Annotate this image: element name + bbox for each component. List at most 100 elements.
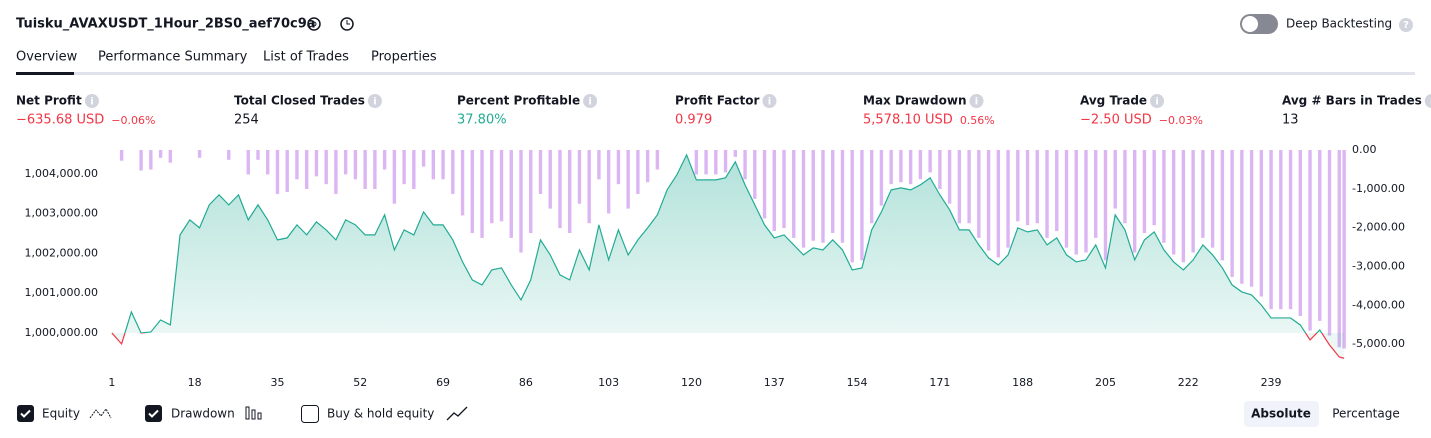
info-circle — [84, 94, 99, 108]
drawdown-bar — [499, 150, 504, 222]
drawdown-bar — [373, 150, 377, 190]
metric-change: −0.06% — [111, 114, 155, 127]
drawdown-bar — [1220, 150, 1225, 261]
drawdown-bar — [645, 150, 650, 183]
drawdown-bar — [606, 150, 611, 214]
drawdown-bar — [889, 150, 893, 185]
drawdown-bar — [879, 150, 884, 206]
svg-text:?: ? — [1403, 20, 1409, 31]
equity-checkbox[interactable] — [17, 405, 34, 422]
buy-hold-icon — [446, 406, 468, 421]
drawdown-bar — [626, 150, 630, 209]
drawdown-bar — [1337, 150, 1341, 348]
drawdown-bar — [1035, 150, 1039, 224]
drawdown-bar — [1191, 150, 1195, 253]
help-icon[interactable]: ? — [1399, 18, 1413, 32]
x-tick-label: 86 — [519, 376, 533, 389]
percentage-label[interactable]: Percentage — [1332, 407, 1400, 421]
drawdown-bar — [1094, 150, 1098, 238]
metric-value: 0.979 — [675, 113, 712, 128]
drawdown-bar — [509, 150, 513, 238]
drawdown-bar — [811, 150, 815, 241]
drawdown-bar — [986, 150, 991, 251]
x-tick-label: 103 — [598, 376, 619, 389]
info-icon[interactable]: i — [367, 94, 382, 108]
x-tick-label: 52 — [353, 376, 367, 389]
equity-chart: 1,000,000.00 1,001,000.00 1,002,000.00 1,00… — [25, 143, 1405, 389]
tab[interactable]: Overview — [16, 50, 78, 65]
info-icon[interactable]: i — [762, 94, 777, 108]
metric-label: Profit Factor — [675, 94, 759, 108]
drawdown-bar — [743, 150, 747, 180]
drawdown-bar — [568, 150, 572, 234]
drawdown-bar — [792, 150, 796, 238]
y-tick-label: 1,003,000.00 — [25, 207, 98, 220]
drawdown-bar — [1006, 150, 1010, 248]
drawdown-bar — [227, 150, 231, 160]
info-circle — [583, 94, 598, 108]
x-tick-label: 120 — [681, 376, 702, 389]
metric-value: 5,578.10 USD — [863, 113, 953, 128]
deep-backtesting-label: Deep Backtesting — [1286, 17, 1392, 31]
drawdown-bar — [343, 150, 348, 175]
tab[interactable]: Performance Summary — [98, 50, 248, 65]
settings-icon[interactable] — [307, 17, 321, 31]
drawdown-bar — [314, 150, 319, 177]
drawdown-bar — [334, 150, 338, 194]
drawdown-bar — [1230, 150, 1234, 277]
absolute-button[interactable] — [1244, 401, 1319, 427]
drawdown-bar — [918, 150, 923, 180]
drawdown-bar — [382, 150, 387, 170]
drawdown-bar — [363, 150, 367, 190]
equity-area — [111, 154, 1345, 359]
drawdown-bar — [1240, 150, 1244, 284]
drawdown-bar — [548, 150, 552, 209]
drawdown-bar — [636, 150, 640, 194]
tab[interactable]: List of Trades — [263, 50, 349, 65]
info-icon[interactable]: i — [1424, 94, 1431, 108]
drawdown-bar — [1103, 150, 1108, 261]
drawdown-icon — [245, 406, 262, 420]
metric-label: Net Profit — [16, 94, 82, 108]
drawdown-bar — [996, 150, 1001, 258]
drawdown-bar — [1045, 150, 1049, 238]
x-tick-label: 188 — [1012, 376, 1033, 389]
drawdown-bar — [977, 150, 981, 238]
drawdown-bar — [246, 150, 250, 175]
legend-equity: Equity — [42, 407, 80, 421]
drawdown-bar — [723, 150, 728, 173]
drawdown-bar — [1064, 150, 1069, 248]
drawdown-bar — [275, 150, 280, 194]
x-tick-label: 239 — [1261, 376, 1282, 389]
drawdown-bar — [529, 150, 533, 234]
drawdown-bar — [1201, 150, 1205, 238]
buy-hold-checkbox[interactable] — [301, 405, 319, 423]
drawdown-bar — [1181, 150, 1186, 263]
alert-icon[interactable] — [340, 17, 354, 31]
info-circle — [1424, 94, 1431, 108]
info-icon[interactable]: i — [969, 94, 984, 108]
metric-value: 13 — [1282, 113, 1299, 128]
drawdown-bar — [714, 150, 718, 175]
deep-backtesting-toggle[interactable] — [1240, 14, 1278, 34]
drawdown-bar — [1279, 150, 1283, 310]
drawdown-checkbox[interactable] — [145, 405, 162, 422]
drawdown-bar — [733, 150, 738, 157]
drawdown-bar — [324, 150, 328, 185]
drawdown-bar — [480, 150, 484, 238]
drawdown-bar — [704, 150, 708, 175]
drawdown-bar — [821, 150, 825, 243]
info-icon[interactable]: i — [583, 94, 598, 108]
info-icon[interactable]: i — [84, 94, 99, 108]
metric-value: 37.80% — [457, 113, 507, 128]
y2-tick-label: -2,000.00 — [1352, 221, 1405, 234]
drawdown-bar — [938, 150, 942, 190]
drawdown-bar — [1318, 150, 1322, 321]
info-glyph: i — [1155, 97, 1158, 108]
drawdown-bar — [558, 150, 562, 229]
drawdown-bar — [1142, 150, 1147, 233]
tab[interactable]: Properties — [371, 50, 437, 65]
drawdown-bar — [1025, 150, 1030, 226]
info-icon[interactable]: i — [1150, 94, 1165, 108]
